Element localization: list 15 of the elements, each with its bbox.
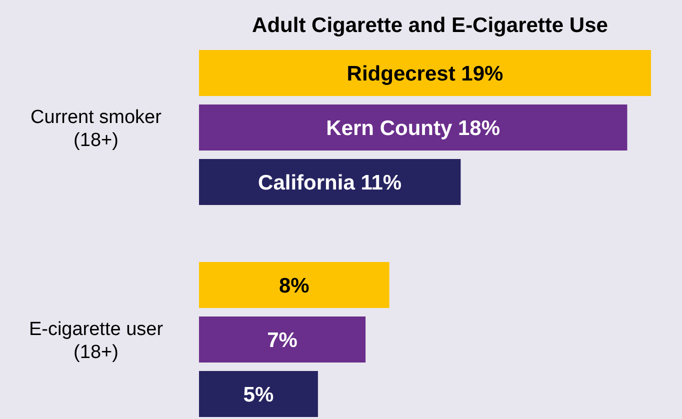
data-label: California 11% <box>258 171 402 194</box>
data-label: Ridgecrest 19% <box>346 62 504 86</box>
bar <box>199 50 651 96</box>
bar <box>199 371 318 417</box>
bar <box>199 316 366 362</box>
data-label: 7% <box>267 328 298 352</box>
bar <box>199 159 461 205</box>
bar <box>199 262 390 308</box>
data-label: 8% <box>278 274 310 298</box>
data-label: 5% <box>243 383 274 406</box>
y-tick-label: Current smoker (18+) <box>30 107 162 151</box>
y-tick-label: E-cigarette user (18+) <box>28 319 164 363</box>
data-label: Kern County 18% <box>326 116 500 140</box>
bar <box>199 104 628 150</box>
chart-title: Adult Cigarette and E-Cigarette Use <box>252 14 608 37</box>
